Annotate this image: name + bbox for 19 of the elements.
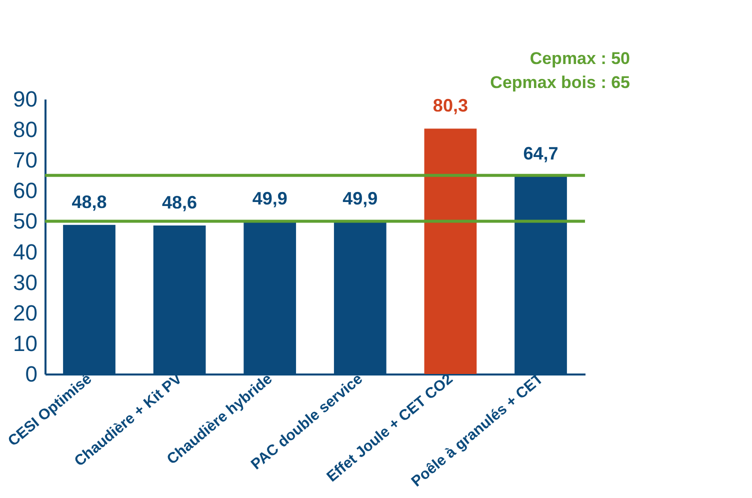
y-tick-label: 10 (13, 330, 38, 356)
y-tick-label: 70 (13, 148, 38, 173)
data-label: 80,3 (432, 96, 468, 116)
y-tick-label: 60 (13, 178, 38, 204)
data-label: 49,9 (342, 188, 378, 209)
ref-line-label: Cepmax bois : 65 (490, 73, 630, 92)
data-label: 48,8 (72, 192, 107, 212)
data-label: 49,9 (252, 188, 288, 209)
ref-line-label: Cepmax : 50 (530, 49, 630, 68)
y-tick-label: 90 (13, 86, 38, 112)
y-tick-label: 0 (25, 362, 38, 386)
y-tick-label: 30 (13, 270, 38, 295)
y-tick-label: 40 (13, 239, 38, 264)
y-tick-label: 50 (13, 208, 38, 234)
y-tick-label: 20 (13, 300, 38, 326)
y-tick-label: 80 (13, 117, 38, 142)
data-label: 64,7 (523, 143, 558, 164)
data-label: 48,6 (162, 192, 198, 212)
bar (424, 128, 477, 374)
